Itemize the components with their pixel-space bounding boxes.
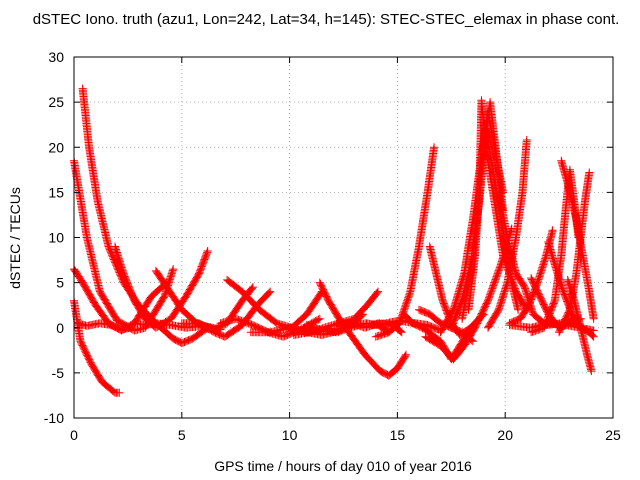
- y-tick-label: 0: [56, 320, 64, 336]
- series-19: [399, 310, 488, 364]
- series-28-markers: [484, 136, 531, 332]
- series-33: [557, 156, 598, 323]
- series-19-markers: [399, 310, 488, 364]
- y-tick-label: 25: [48, 94, 64, 110]
- series-11-markers: [223, 275, 326, 332]
- y-tick-label: 5: [56, 275, 64, 291]
- series-11: [223, 275, 326, 332]
- series-4: [74, 319, 135, 334]
- series-4-markers: [74, 319, 135, 334]
- series-14-markers: [315, 278, 410, 380]
- x-tick-label: 25: [605, 427, 621, 443]
- y-tick-label: 30: [48, 49, 64, 65]
- series-17-markers: [371, 143, 439, 341]
- x-tick-label: 10: [282, 427, 298, 443]
- ticks: 0 5 10 15 20 25 -10 -5 0 5 10 15 20 25 30: [44, 49, 621, 443]
- y-axis-label: dSTEC / TECUs: [7, 187, 23, 289]
- grid: [74, 57, 613, 418]
- x-axis-label: GPS time / hours of day 010 of year 2016: [214, 458, 472, 474]
- y-tick-label: 20: [48, 139, 64, 155]
- series-36: [505, 319, 598, 335]
- data-marks: [70, 84, 598, 397]
- y-tick-label: 15: [48, 184, 64, 200]
- series-36-markers: [505, 319, 598, 335]
- chart-title: dSTEC Iono. truth (azu1, Lon=242, Lat=34…: [33, 11, 620, 28]
- series-14: [315, 278, 410, 380]
- x-tick-label: 20: [497, 427, 513, 443]
- series-35: [563, 275, 596, 376]
- y-tick-label: 10: [48, 230, 64, 246]
- y-tick-label: -10: [44, 410, 64, 426]
- series-28: [484, 136, 531, 332]
- series-33-markers: [557, 156, 598, 323]
- x-tick-label: 15: [390, 427, 406, 443]
- series-17: [371, 143, 439, 341]
- series-1: [70, 156, 178, 335]
- series-1-markers: [70, 156, 178, 335]
- series-35-markers: [563, 275, 596, 376]
- y-tick-label: -5: [52, 365, 65, 381]
- x-tick-label: 5: [178, 427, 186, 443]
- x-tick-label: 0: [70, 427, 78, 443]
